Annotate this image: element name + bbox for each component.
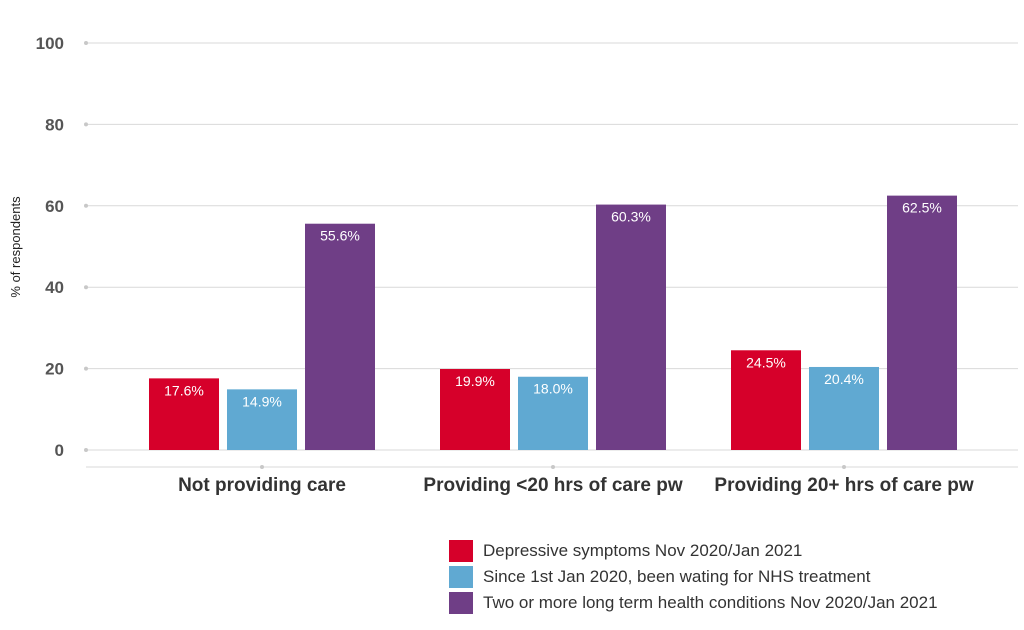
legend-swatch (449, 566, 473, 588)
legend-label: Since 1st Jan 2020, been wating for NHS … (483, 567, 870, 587)
data-label: 19.9% (455, 373, 495, 389)
bar-chart: 0 20 40 60 80 100 % of respondents 17.6% 14.9% 55… (0, 0, 1024, 630)
y-tick-label: 60 (45, 197, 64, 216)
y-tick-label: 40 (45, 278, 64, 297)
tick-mark (84, 367, 88, 371)
data-label: 62.5% (902, 200, 942, 216)
bar (305, 224, 375, 450)
tick-mark (84, 204, 88, 208)
legend-label: Depressive symptoms Nov 2020/Jan 2021 (483, 541, 802, 561)
category-label: Providing <20 hrs of care pw (423, 475, 682, 496)
legend: Depressive symptoms Nov 2020/Jan 2021 Sin… (449, 538, 938, 616)
category-label: Providing 20+ hrs of care pw (714, 475, 973, 496)
y-tick-label: 0 (55, 441, 64, 460)
y-tick-label: 20 (45, 360, 64, 379)
y-axis-label: % of respondents (8, 196, 23, 298)
x-tick-mark (842, 465, 846, 469)
bar (887, 196, 957, 450)
x-tick-mark (260, 465, 264, 469)
legend-item: Two or more long term health conditions … (449, 590, 938, 616)
legend-item: Depressive symptoms Nov 2020/Jan 2021 (449, 538, 938, 564)
data-label: 55.6% (320, 228, 360, 244)
data-label: 60.3% (611, 209, 651, 225)
legend-item: Since 1st Jan 2020, been wating for NHS … (449, 564, 938, 590)
tick-mark (84, 448, 88, 452)
bar (596, 205, 666, 450)
x-tick-mark (551, 465, 555, 469)
data-label: 20.4% (824, 371, 864, 387)
legend-swatch (449, 592, 473, 614)
data-label: 24.5% (746, 354, 786, 370)
legend-label: Two or more long term health conditions … (483, 593, 938, 613)
tick-mark (84, 122, 88, 126)
data-label: 18.0% (533, 381, 573, 397)
category-label: Not providing care (178, 475, 346, 496)
data-label: 14.9% (242, 393, 282, 409)
y-tick-label: 100 (36, 34, 64, 53)
y-tick-label: 80 (45, 115, 64, 134)
tick-mark (84, 285, 88, 289)
data-label: 17.6% (164, 382, 204, 398)
legend-swatch (449, 540, 473, 562)
tick-mark (84, 41, 88, 45)
